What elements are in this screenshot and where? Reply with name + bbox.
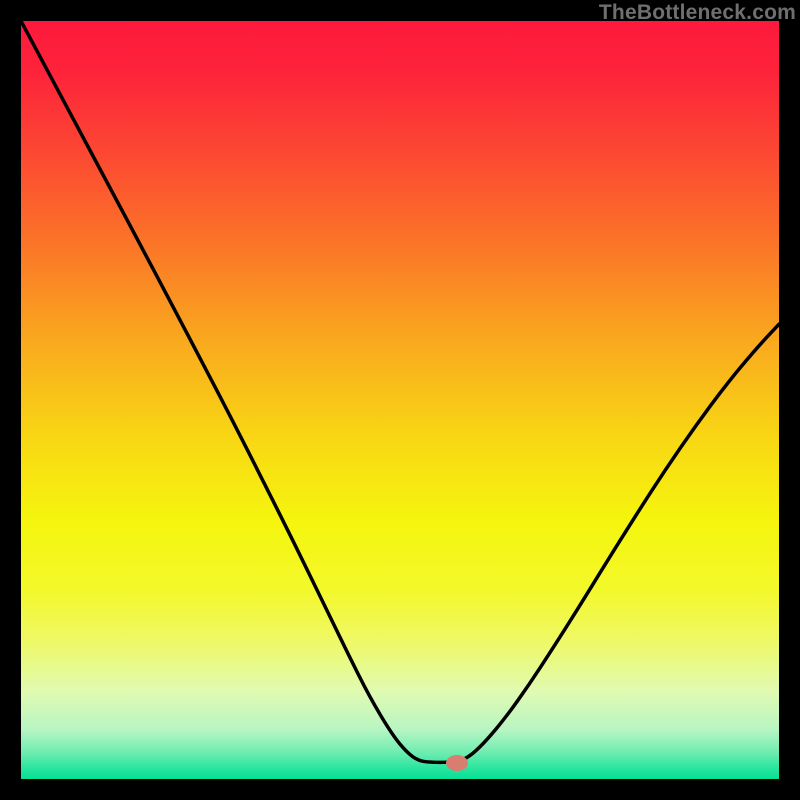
optimal-point-marker — [446, 755, 468, 771]
watermark-text: TheBottleneck.com — [599, 1, 796, 25]
bottleneck-curve — [21, 21, 779, 779]
plot-area — [21, 21, 779, 779]
chart-frame: TheBottleneck.com — [0, 0, 800, 800]
